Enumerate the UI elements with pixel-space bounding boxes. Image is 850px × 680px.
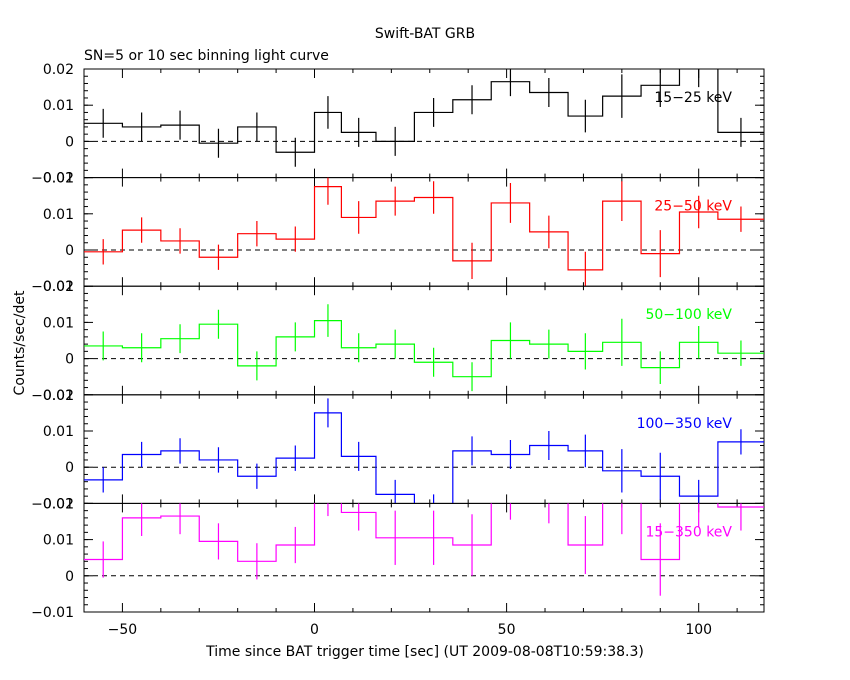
panel-frame [83,285,765,396]
y-axis-label: Counts/sec/det [12,290,28,395]
band-label: 50−100 keV [645,307,732,323]
band-label: 25−50 keV [654,199,732,215]
step-line [84,503,764,562]
panels-group: −0.01 0 0.01 0.02 15−25 keV −0.01 0 0.01 0.02 25−… [31,62,765,638]
step-line [84,69,764,153]
series-3 [84,398,764,504]
series-4 [84,503,764,596]
y-tick-label: 0.01 [43,424,74,440]
y-tick-label: 0.01 [43,207,74,223]
band-label: 15−350 keV [645,524,732,540]
y-tick-label: 0.02 [43,496,74,512]
panel-0: −0.01 0 0.01 0.02 15−25 keV [31,62,765,187]
y-tick-label: 0 [65,243,74,259]
y-tick-label: 0.02 [43,279,74,295]
y-tick-label: 0 [65,134,74,150]
y-tick-label: 0.02 [43,171,74,187]
y-tick-label: 0.01 [43,98,74,114]
panel-1: −0.01 0 0.01 0.02 25−50 keV [31,171,765,295]
x-axis-label: Time since BAT trigger time [sec] (UT 20… [205,644,644,660]
figure-subtitle: SN=5 or 10 sec binning light curve [84,48,329,64]
figure-title: Swift-BAT GRB [375,26,475,42]
y-tick-label: −0.01 [31,279,74,295]
band-label: 15−25 keV [654,90,732,106]
step-line [84,319,764,378]
y-tick-label: 0 [65,352,74,368]
panel-4: −0.01 0 0.01 0.02 15−350 keV −50 0 50 100 [31,496,765,638]
y-tick-label: 0.02 [43,62,74,78]
x-tick-label: 100 [685,622,712,638]
y-tick-label: −0.01 [31,605,74,621]
panel-frame [83,502,765,613]
y-tick-label: 0.01 [43,315,74,331]
panel-frame [83,177,765,287]
panel-2: −0.01 0 0.01 0.02 50−100 keV [31,279,765,404]
series-1 [84,177,764,287]
band-label: 100−350 keV [637,416,733,432]
y-tick-label: −0.01 [31,496,74,512]
y-tick-label: 0.01 [43,533,74,549]
x-tick-label: 0 [310,622,319,638]
panel-3: −0.01 0 0.01 0.02 100−350 keV [31,388,765,512]
step-line [84,186,764,271]
y-tick-label: 0 [65,460,74,476]
y-tick-label: 0.02 [43,388,74,404]
series-2 [84,304,764,392]
step-line [84,412,764,504]
x-tick-label: 50 [498,622,516,638]
panel-frame [83,394,765,504]
y-tick-label: 0 [65,569,74,585]
y-tick-label: −0.01 [31,388,74,404]
series-0 [84,69,764,167]
y-tick-label: −0.01 [31,171,74,187]
x-tick-label: −50 [108,622,138,638]
